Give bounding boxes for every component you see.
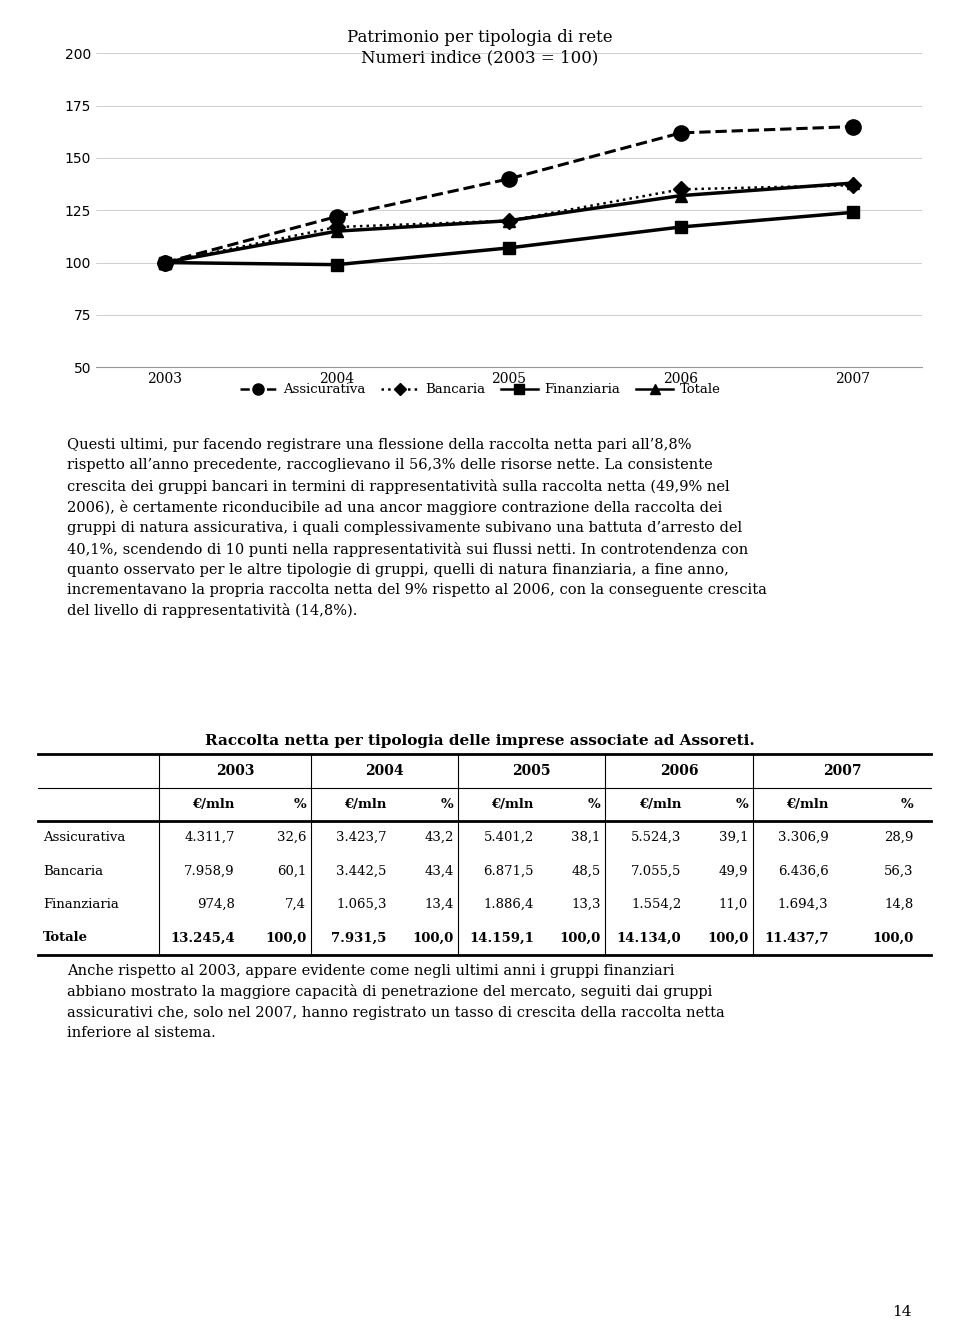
Text: 3.423,7: 3.423,7 [336,832,387,844]
Text: 14.134,0: 14.134,0 [616,932,682,944]
Text: 3.306,9: 3.306,9 [778,832,828,844]
Text: €/mln: €/mln [492,798,534,810]
Text: 100,0: 100,0 [412,932,453,944]
Text: 11.437,7: 11.437,7 [764,932,828,944]
Text: Totale: Totale [43,932,88,944]
Text: 1.554,2: 1.554,2 [631,898,682,910]
Text: Bancaria: Bancaria [43,865,103,877]
Text: Patrimonio per tipologia di rete: Patrimonio per tipologia di rete [348,29,612,47]
Text: €/mln: €/mln [192,798,235,810]
Text: €/mln: €/mln [786,798,828,810]
Text: Assicurativa: Assicurativa [43,832,125,844]
Text: 32,6: 32,6 [276,832,306,844]
Text: %: % [588,798,601,810]
Text: 49,9: 49,9 [719,865,748,877]
Text: Finanziaria: Finanziaria [43,898,119,910]
Text: 14.159,1: 14.159,1 [469,932,534,944]
Text: €/mln: €/mln [345,798,387,810]
Text: %: % [294,798,306,810]
Text: 11,0: 11,0 [719,898,748,910]
Text: %: % [735,798,748,810]
Text: 5.401,2: 5.401,2 [484,832,534,844]
Text: 2004: 2004 [365,764,403,778]
Text: 48,5: 48,5 [571,865,601,877]
Text: 100,0: 100,0 [872,932,913,944]
Text: 5.524,3: 5.524,3 [631,832,682,844]
Text: 7.055,5: 7.055,5 [631,865,682,877]
Text: 100,0: 100,0 [560,932,601,944]
Text: 43,2: 43,2 [424,832,453,844]
Text: 60,1: 60,1 [276,865,306,877]
Text: 1.065,3: 1.065,3 [336,898,387,910]
Text: Raccolta netta per tipologia delle imprese associate ad Assoreti.: Raccolta netta per tipologia delle impre… [205,734,755,748]
Text: Numeri indice (2003 = 100): Numeri indice (2003 = 100) [361,49,599,67]
Text: 6.871,5: 6.871,5 [484,865,534,877]
Legend: Assicurativa, Bancaria, Finanziaria, Totale: Assicurativa, Bancaria, Finanziaria, Tot… [240,383,720,396]
Text: 56,3: 56,3 [884,865,913,877]
Text: 13.245,4: 13.245,4 [170,932,235,944]
Text: Questi ultimi, pur facendo registrare una flessione della raccolta netta pari al: Questi ultimi, pur facendo registrare un… [67,438,767,618]
Text: 974,8: 974,8 [197,898,235,910]
Text: %: % [900,798,913,810]
Text: 43,4: 43,4 [424,865,453,877]
Text: 39,1: 39,1 [719,832,748,844]
Text: 100,0: 100,0 [265,932,306,944]
Text: 100,0: 100,0 [707,932,748,944]
Text: Anche rispetto al 2003, appare evidente come negli ultimi anni i gruppi finanzia: Anche rispetto al 2003, appare evidente … [67,964,725,1040]
Text: 6.436,6: 6.436,6 [778,865,828,877]
Text: 14,8: 14,8 [884,898,913,910]
Text: 28,9: 28,9 [884,832,913,844]
Text: €/mln: €/mln [638,798,682,810]
Text: 2006: 2006 [660,764,698,778]
Text: 7,4: 7,4 [285,898,306,910]
Text: 13,3: 13,3 [571,898,601,910]
Text: 1.694,3: 1.694,3 [778,898,828,910]
Text: %: % [441,798,453,810]
Text: 1.886,4: 1.886,4 [484,898,534,910]
Text: 13,4: 13,4 [424,898,453,910]
Text: 3.442,5: 3.442,5 [336,865,387,877]
Text: 2007: 2007 [823,764,861,778]
Text: 7.931,5: 7.931,5 [331,932,387,944]
Text: 4.311,7: 4.311,7 [184,832,235,844]
Text: 38,1: 38,1 [571,832,601,844]
Text: 7.958,9: 7.958,9 [184,865,235,877]
Text: 2003: 2003 [216,764,254,778]
Text: 14: 14 [893,1306,912,1319]
Text: 2005: 2005 [513,764,551,778]
